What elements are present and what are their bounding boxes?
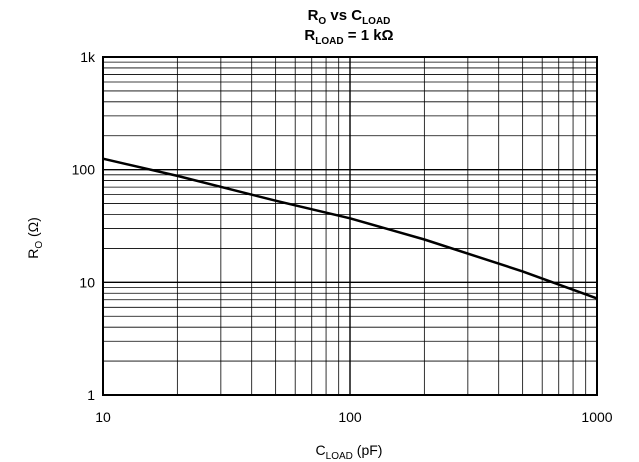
y-axis-label: RO (Ω) [25,217,45,259]
ylabel-sub: O [34,241,45,249]
x-tick-label: 100 [338,409,362,425]
y-tick-labels: 1 10 100 1k [72,49,96,403]
xlabel-sub: LOAD [326,451,353,462]
x-tick-label: 10 [95,409,111,425]
title2-main: R [304,27,315,44]
x-axis-label: CLOAD (pF) [316,442,383,462]
y-tick-label: 1 [87,387,95,403]
grid-major [103,57,597,395]
title2-rest: = 1 kΩ [344,27,394,44]
y-tick-label: 1k [80,49,96,65]
series-layer [102,157,598,300]
chart-title-line2: RLOAD = 1 kΩ [304,27,393,47]
x-tick-labels: 10 100 1000 [95,409,613,425]
x-tick-label: 1000 [581,409,612,425]
title1-middle: vs C [326,7,362,24]
title2-sub: LOAD [315,36,343,47]
y-tick-label: 10 [79,274,95,290]
xlabel-rest: (pF) [353,442,383,458]
ylabel-main: R [25,249,41,259]
title1-sub2: LOAD [362,16,390,27]
xlabel-main: C [316,442,326,458]
ylabel-rest: (Ω) [25,217,41,241]
title1-main: R [308,7,319,24]
chart-title-line1: RO vs CLOAD [308,7,391,27]
series-line [102,157,598,300]
title1-sub: O [318,16,326,27]
plot-frame [102,56,598,396]
y-tick-label: 100 [72,162,96,178]
